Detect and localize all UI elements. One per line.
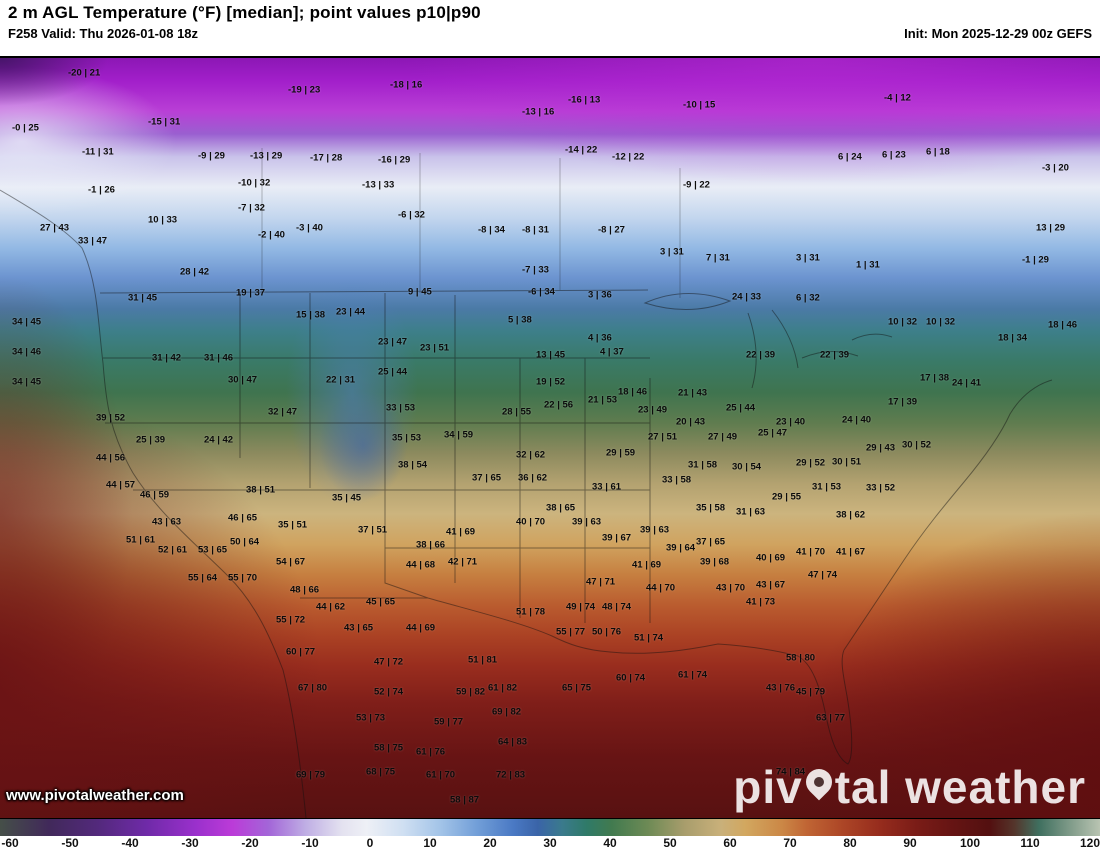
colorbar-tick: 40 bbox=[603, 836, 617, 850]
colorbar-tick: 70 bbox=[783, 836, 797, 850]
colorbar-gradient bbox=[0, 818, 1100, 836]
colorbar-tick: 100 bbox=[959, 836, 981, 850]
colorbar-tick-labels: -60 -50 -40 -30 -20 -10 0 10 20 30 40 50 60 70 80 90 100… bbox=[1, 836, 1100, 850]
colorbar-tick: -40 bbox=[121, 836, 139, 850]
colorbar-tick: -20 bbox=[241, 836, 259, 850]
colorbar-tick: 120 bbox=[1079, 836, 1100, 850]
colorbar-tick: 10 bbox=[423, 836, 437, 850]
header: 2 m AGL Temperature (°F) [median]; point… bbox=[0, 0, 1100, 58]
colorbar-tick: -50 bbox=[61, 836, 79, 850]
temperature-map: www.pivotalweather.com piv tal weather bbox=[0, 58, 1100, 818]
colorbar-tick: 110 bbox=[1020, 836, 1040, 850]
init-time: Init: Mon 2025-12-29 00z GEFS bbox=[904, 26, 1092, 41]
colorbar-tick: 50 bbox=[663, 836, 677, 850]
colorbar-tick: 60 bbox=[723, 836, 737, 850]
watermark-url: www.pivotalweather.com bbox=[6, 787, 184, 804]
brand-prefix: piv bbox=[733, 761, 803, 813]
colorbar-tick: -10 bbox=[301, 836, 319, 850]
colorbar-tick: 30 bbox=[543, 836, 557, 850]
colorbar-tick: -60 bbox=[1, 836, 19, 850]
brand-suffix: tal weather bbox=[834, 761, 1086, 813]
colorbar-tick: 0 bbox=[366, 836, 374, 850]
colorbar-tick: 90 bbox=[903, 836, 917, 850]
valid-time: F258 Valid: Thu 2026-01-08 18z bbox=[8, 26, 199, 41]
colorbar-tick: 80 bbox=[843, 836, 857, 850]
map-pin-icon bbox=[800, 763, 838, 801]
brand-watermark: piv tal weather bbox=[733, 760, 1086, 814]
colorbar-tick: -30 bbox=[181, 836, 199, 850]
map-title: 2 m AGL Temperature (°F) [median]; point… bbox=[8, 3, 481, 22]
colorbar: -60 -50 -40 -30 -20 -10 0 10 20 30 40 50 60 70 80 90 100… bbox=[0, 818, 1100, 850]
map-borders-overlay bbox=[0, 148, 1053, 818]
colorbar-tick: 20 bbox=[483, 836, 497, 850]
